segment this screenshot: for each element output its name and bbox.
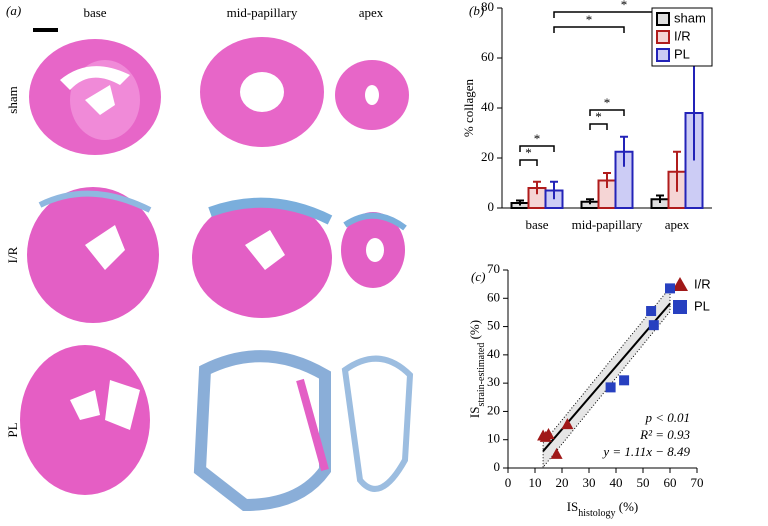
x-tick-label: 60 (664, 475, 677, 490)
axis-label-part: IS (467, 407, 482, 419)
row-label: I/R (5, 246, 20, 263)
y-axis-label: % collagen (461, 78, 476, 137)
annotation: p < 0.01 (644, 410, 690, 425)
y-tick-label: 80 (481, 0, 494, 14)
x-tick-label: mid-papillary (572, 217, 643, 232)
significance-bracket (589, 109, 625, 116)
x-tick-label: 30 (583, 475, 596, 490)
x-tick-label: 0 (505, 475, 512, 490)
x-tick-label: 20 (556, 475, 569, 490)
significance-label: * (621, 0, 628, 12)
legend-label: PL (674, 46, 690, 61)
panel-label: (c) (471, 269, 485, 284)
y-tick-label: 60 (487, 289, 500, 304)
y-tick-label: 70 (487, 261, 500, 276)
y-tick-label: 10 (487, 431, 500, 446)
point (542, 428, 555, 440)
x-tick-label: 10 (529, 475, 542, 490)
y-tick-label: 40 (481, 99, 494, 114)
x-tick-label: apex (665, 217, 690, 232)
significance-label: * (534, 131, 541, 146)
histology-images (20, 37, 414, 512)
x-tick-label: 70 (691, 475, 704, 490)
axis-label-part: (%) (616, 499, 639, 514)
significance-label: * (586, 12, 593, 27)
significance-label: * (595, 109, 602, 124)
y-tick-label: 0 (494, 459, 501, 474)
column-label: apex (359, 5, 384, 20)
legend-swatch (656, 48, 670, 62)
axis-label-part: strain-estimated (476, 343, 487, 407)
point (648, 320, 659, 331)
point (665, 283, 675, 294)
panel-label: (b) (469, 3, 484, 18)
axis-label-part: IS (567, 499, 579, 514)
legend-label: sham (674, 10, 706, 25)
y-tick-label: 60 (481, 49, 494, 64)
significance-label: * (604, 95, 611, 110)
column-label: base (83, 5, 106, 20)
point (619, 375, 630, 386)
legend-swatch (656, 12, 670, 26)
scale-bar (33, 28, 58, 32)
significance-bracket (519, 159, 538, 166)
legend-label: I/R (674, 28, 691, 43)
row-label: PL (5, 422, 20, 437)
annotation: y = 1.11x − 8.49 (601, 444, 690, 459)
panel-label: (a) (6, 3, 21, 18)
point (550, 447, 563, 459)
y-tick-label: 0 (488, 199, 495, 214)
row-label: sham (5, 86, 20, 113)
significance-bracket (553, 26, 625, 33)
y-tick-label: 40 (487, 346, 500, 361)
legend-marker (672, 277, 688, 291)
axis-label: ISstrain-estimated (%) (467, 320, 487, 418)
significance-label: * (525, 145, 532, 160)
point (646, 306, 657, 317)
significance-bracket (519, 145, 555, 152)
annotation: R² = 0.93 (639, 427, 690, 442)
point (561, 418, 574, 430)
legend-label: I/R (694, 276, 711, 291)
axis-label-part: histology (578, 508, 615, 519)
x-tick-label: 50 (637, 475, 650, 490)
axis-label-part: (%) (467, 320, 482, 343)
legend-marker (673, 300, 687, 314)
axis-label: IShistology (%) (567, 499, 639, 519)
y-tick-label: 50 (487, 318, 500, 333)
point (605, 382, 616, 393)
x-tick-label: base (525, 217, 548, 232)
y-tick-label: 30 (487, 374, 500, 389)
legend-swatch (656, 30, 670, 44)
column-label: mid-papillary (227, 5, 298, 20)
y-tick-label: 20 (487, 402, 500, 417)
legend-label: PL (694, 298, 710, 313)
significance-bracket (589, 123, 608, 130)
x-tick-label: 40 (610, 475, 623, 490)
y-tick-label: 20 (481, 149, 494, 164)
